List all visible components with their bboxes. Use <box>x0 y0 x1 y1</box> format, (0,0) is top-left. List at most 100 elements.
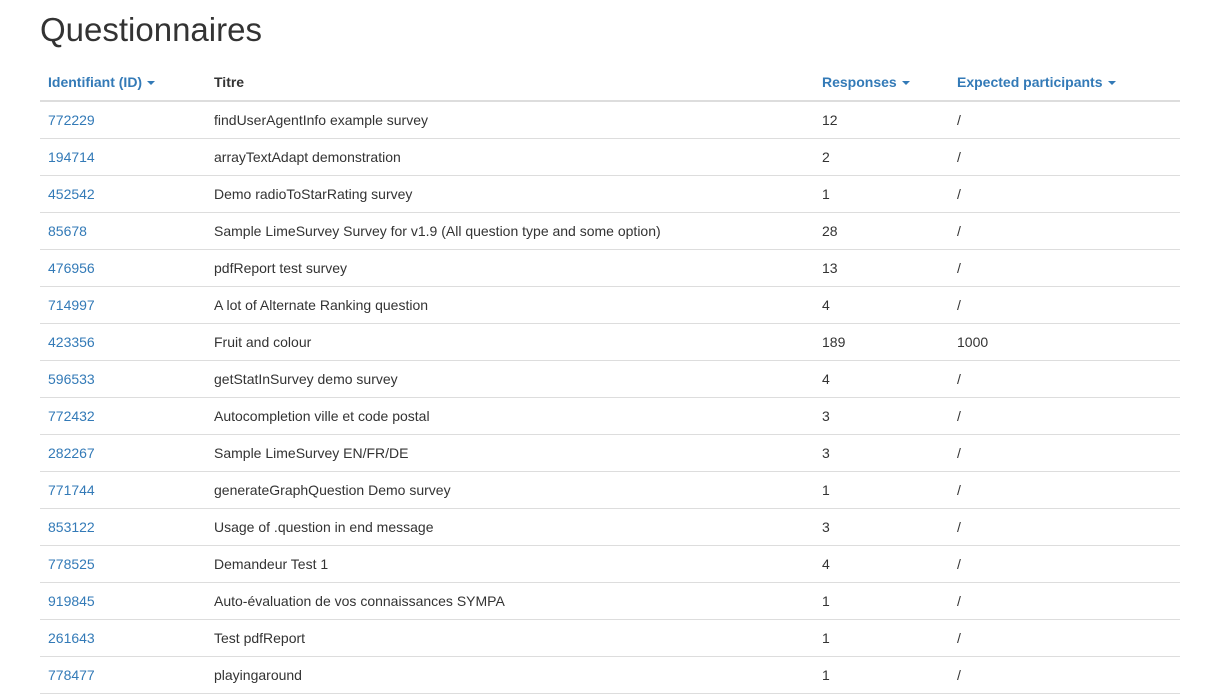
header-cell-responses: Responses <box>814 64 949 102</box>
survey-id-link[interactable]: 423356 <box>48 334 95 350</box>
survey-id-link[interactable]: 282267 <box>48 445 95 461</box>
survey-expected-cell: / <box>949 138 1180 176</box>
survey-id-cell: 778477 <box>40 656 206 694</box>
survey-responses-cell: 3 <box>814 434 949 472</box>
survey-responses-cell: 1 <box>814 619 949 657</box>
survey-responses-cell: 3 <box>814 508 949 546</box>
sort-by-id-link[interactable]: Identifiant (ID) <box>48 74 156 90</box>
survey-id-link[interactable]: 919845 <box>48 593 95 609</box>
survey-id-cell: 261643 <box>40 619 206 657</box>
survey-id-cell: 282267 <box>40 434 206 472</box>
survey-id-cell: 85678 <box>40 212 206 250</box>
survey-title-cell: Autocompletion ville et code postal <box>206 397 814 435</box>
table-row: 853122 Usage of .question in end message 3… <box>40 508 1180 546</box>
survey-id-link[interactable]: 261643 <box>48 630 95 646</box>
survey-id-cell: 452542 <box>40 175 206 213</box>
header-cell-id: Identifiant (ID) <box>40 64 206 102</box>
survey-title-cell: A lot of Alternate Ranking question <box>206 286 814 324</box>
table-row: 919845 Auto-évaluation de vos connaissanc… <box>40 582 1180 620</box>
survey-id-link[interactable]: 778477 <box>48 667 95 683</box>
survey-responses-cell: 1 <box>814 175 949 213</box>
survey-expected-cell: / <box>949 471 1180 509</box>
survey-expected-cell: / <box>949 619 1180 657</box>
survey-expected-cell: / <box>949 656 1180 694</box>
survey-id-link[interactable]: 476956 <box>48 260 95 276</box>
survey-id-link[interactable]: 714997 <box>48 297 95 313</box>
table-row: 778525 Demandeur Test 1 4/ <box>40 545 1180 583</box>
survey-title-cell: Demo radioToStarRating survey <box>206 175 814 213</box>
sort-by-responses-label: Responses <box>822 74 897 90</box>
caret-down-icon <box>147 81 156 86</box>
titre-column-label: Titre <box>214 74 245 90</box>
survey-title-cell: Test pdfReport <box>206 619 814 657</box>
page-title: Questionnaires <box>40 11 262 48</box>
sort-by-id-label: Identifiant (ID) <box>48 74 143 90</box>
survey-expected-cell: / <box>949 434 1180 472</box>
survey-responses-cell: 4 <box>814 545 949 583</box>
table-body: 772229 findUserAgentInfo example survey 12… <box>40 101 1180 694</box>
header-cell-titre: Titre <box>206 64 814 102</box>
table-row: 85678 Sample LimeSurvey Survey for v1.9 (… <box>40 212 1180 250</box>
survey-title-cell: Fruit and colour <box>206 323 814 361</box>
table-row: 282267 Sample LimeSurvey EN/FR/DE 3/ <box>40 434 1180 472</box>
survey-expected-cell: 1000 <box>949 323 1180 361</box>
survey-responses-cell: 4 <box>814 286 949 324</box>
survey-title-cell: Sample LimeSurvey EN/FR/DE <box>206 434 814 472</box>
survey-title-cell: generateGraphQuestion Demo survey <box>206 471 814 509</box>
table-row: 423356 Fruit and colour 189 1000 <box>40 323 1180 361</box>
survey-id-link[interactable]: 771744 <box>48 482 95 498</box>
survey-responses-cell: 28 <box>814 212 949 250</box>
survey-id-link[interactable]: 772432 <box>48 408 95 424</box>
survey-id-link[interactable]: 85678 <box>48 223 87 239</box>
survey-id-link[interactable]: 452542 <box>48 186 95 202</box>
survey-id-cell: 772432 <box>40 397 206 435</box>
survey-id-cell: 771744 <box>40 471 206 509</box>
survey-title-cell: Usage of .question in end message <box>206 508 814 546</box>
survey-id-cell: 194714 <box>40 138 206 176</box>
survey-expected-cell: / <box>949 101 1180 139</box>
survey-expected-cell: / <box>949 175 1180 213</box>
survey-id-link[interactable]: 596533 <box>48 371 95 387</box>
survey-id-cell: 853122 <box>40 508 206 546</box>
survey-responses-cell: 12 <box>814 101 949 139</box>
survey-responses-cell: 13 <box>814 249 949 287</box>
survey-expected-cell: / <box>949 582 1180 620</box>
survey-responses-cell: 1 <box>814 582 949 620</box>
survey-id-cell: 778525 <box>40 545 206 583</box>
table-row: 194714 arrayTextAdapt demonstration 2/ <box>40 138 1180 176</box>
survey-title-cell: playingaround <box>206 656 814 694</box>
survey-responses-cell: 1 <box>814 656 949 694</box>
table-row: 778477 playingaround 1/ <box>40 656 1180 694</box>
header-cell-expected: Expected participants <box>949 64 1180 102</box>
survey-title-cell: Demandeur Test 1 <box>206 545 814 583</box>
table-header: Identifiant (ID) Titre Responses Expecte… <box>40 64 1180 102</box>
sort-by-responses-link[interactable]: Responses <box>822 74 910 90</box>
survey-title-cell: pdfReport test survey <box>206 249 814 287</box>
survey-id-cell: 772229 <box>40 101 206 139</box>
sort-by-expected-link[interactable]: Expected participants <box>957 74 1116 90</box>
table-row: 261643 Test pdfReport 1/ <box>40 619 1180 657</box>
survey-responses-cell: 3 <box>814 397 949 435</box>
survey-title-cell: findUserAgentInfo example survey <box>206 101 814 139</box>
table-row: 772229 findUserAgentInfo example survey 12… <box>40 101 1180 139</box>
survey-expected-cell: / <box>949 545 1180 583</box>
survey-id-link[interactable]: 194714 <box>48 149 95 165</box>
caret-down-icon <box>1107 81 1116 86</box>
survey-id-link[interactable]: 772229 <box>48 112 95 128</box>
survey-expected-cell: / <box>949 249 1180 287</box>
survey-id-link[interactable]: 778525 <box>48 556 95 572</box>
survey-title-cell: Sample LimeSurvey Survey for v1.9 (All q… <box>206 212 814 250</box>
survey-responses-cell: 1 <box>814 471 949 509</box>
survey-responses-cell: 4 <box>814 360 949 398</box>
sort-by-expected-label: Expected participants <box>957 74 1103 90</box>
survey-id-link[interactable]: 853122 <box>48 519 95 535</box>
survey-expected-cell: / <box>949 397 1180 435</box>
table-row: 452542 Demo radioToStarRating survey 1/ <box>40 175 1180 213</box>
survey-title-cell: Auto-évaluation de vos connaissances SYM… <box>206 582 814 620</box>
table-row: 771744 generateGraphQuestion Demo survey 1… <box>40 471 1180 509</box>
survey-id-cell: 423356 <box>40 323 206 361</box>
survey-expected-cell: / <box>949 360 1180 398</box>
table-row: 476956 pdfReport test survey 13/ <box>40 249 1180 287</box>
survey-expected-cell: / <box>949 508 1180 546</box>
table-row: 596533 getStatInSurvey demo survey 4/ <box>40 360 1180 398</box>
